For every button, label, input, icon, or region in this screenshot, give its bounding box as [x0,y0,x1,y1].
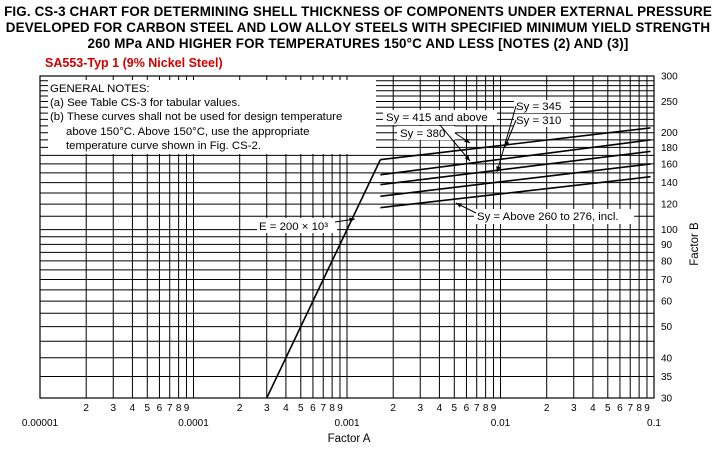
x-minor-tick-label: 9 [491,403,497,414]
y-tick-label: 160 [661,159,678,170]
plot-frame [39,75,655,399]
label-leader-lines [334,105,517,223]
curve-label-sy-260: Sy = Above 260 to 276, incl. [477,211,619,223]
x-minor-tick-label: 5 [605,403,611,414]
x-minor-tick-label: 6 [617,403,623,414]
elastic-line-label: E = 200 × 10³ [259,221,328,233]
x-minor-tick-label: 3 [571,403,577,414]
label-mask-380 [397,126,455,140]
x-minor-tick-label: 7 [167,403,173,414]
y-tick-label: 40 [661,353,673,364]
yield-curve-2 [380,150,651,186]
x-minor-tick-label: 6 [157,403,163,414]
material-subtitle: SA553-Typ 1 (9% Nickel Steel) [45,56,223,70]
yield-curve-1 [380,139,651,176]
y-tick-label: 180 [661,143,678,154]
leader-sy-345-arrow [496,166,501,172]
x-minor-tick-label: 7 [474,403,480,414]
x-minor-tick-label: 3 [110,403,116,414]
y-tick-label: 90 [661,240,673,251]
curve-label-sy-310: Sy = 310 [516,115,561,127]
x-minor-tick-label: 8 [483,403,489,414]
x-minor-tick-label: 7 [320,403,326,414]
y-tick-label: 35 [661,372,673,383]
x-minor-tick-label: 8 [329,403,335,414]
note-b-line-2: above 150°C. Above 150°C, use the approp… [66,126,309,138]
note-b-line-3: temperature curve shown in Fig. CS-2. [66,140,261,152]
leader-sy-380-arrow [464,137,470,143]
x-minor-tick-label: 2 [544,403,550,414]
y-tick-label: 60 [661,297,673,308]
x-minor-tick-label: 2 [83,403,89,414]
x-minor-tick-label: 9 [337,403,343,414]
leader-sy-415-arrow [464,155,470,161]
y-tick-labels: 300 250 200 180 160 140 120 100 90 80 70 60 50 40 35 30 [661,72,678,405]
x-minor-tick-label: 9 [184,403,190,414]
note-b-line-1: (b) These curves shall not be used for d… [50,111,342,123]
yield-curve-4 [380,175,651,209]
x-minor-tick-label: 9 [644,403,650,414]
x-minor-tick-label: 2 [390,403,396,414]
label-mask-310 [514,114,570,127]
y-tick-label: 100 [661,225,678,236]
notes-header: GENERAL NOTES: [50,83,150,95]
label-mask-415 [383,110,497,125]
leader-elastic-arrow [349,217,355,223]
yield-curve-3 [380,163,651,198]
y-tick-label: 250 [661,97,678,108]
y-tick-label: 30 [661,394,673,405]
y-tick-label: 200 [661,128,678,139]
label-mask-345 [514,100,570,113]
x-minor-tick-label: 4 [437,403,443,414]
leader-sy-260-arrow [456,203,462,208]
y-tick-label: 50 [661,322,673,333]
x-minor-tick-label: 8 [176,403,182,414]
y-tick-label: 140 [661,178,678,189]
x-minor-tick-label: 5 [298,403,304,414]
notes-box-mask [48,80,376,154]
x-minor-tick-label: 4 [130,403,136,414]
x-major-tick-label: 0.0001 [178,418,209,429]
y-tick-label: 80 [661,256,673,267]
x-major-tick-label: 0.001 [334,418,359,429]
figure-title-line-3: 260 MPa AND HIGHER FOR TEMPERATURES 150°… [87,36,629,51]
x-major-tick-label: 0.1 [647,418,661,429]
curve-label-sy-380: Sy = 380 [400,128,445,140]
x-minor-tick-label: 7 [627,403,633,414]
y-axis-label: Factor B [689,222,701,266]
leader-sy-310-arrow [504,141,510,147]
x-major-tick-label: 0.00001 [22,418,59,429]
label-mask-elastic [257,218,337,233]
curve-label-sy-345: Sy = 345 [516,101,561,113]
note-a: (a) See Table CS-3 for tabular values. [50,97,240,109]
figure-title-line-1: FIG. CS-3 CHART FOR DETERMINING SHELL TH… [4,4,712,19]
x-major-tick-labels: 0.00001 0.0001 0.001 0.01 0.1 [22,418,661,429]
x-minor-tick-label: 6 [464,403,470,414]
y-tick-label: 300 [661,72,678,83]
x-minor-tick-label: 6 [310,403,316,414]
x-axis-label: Factor A [328,433,371,445]
x-minor-tick-label: 3 [417,403,423,414]
label-mask-260 [474,209,634,224]
curve-label-sy-415: Sy = 415 and above [386,112,488,124]
x-major-tick-label: 0.01 [491,418,511,429]
x-minor-tick-label: 5 [145,403,151,414]
figure-title-line-2: DEVELOPED FOR CARBON STEEL AND LOW ALLOY… [5,20,711,35]
x-minor-tick-label: 4 [283,403,289,414]
x-minor-tick-label: 5 [452,403,458,414]
yield-curves [266,127,651,399]
leader-sy-345 [496,105,517,173]
y-tick-label: 70 [661,275,673,286]
y-tick-label: 120 [661,200,678,211]
yield-curve-0 [380,127,651,161]
x-minor-tick-label: 4 [590,403,596,414]
elastic-modulus-line [266,159,382,399]
leader-sy-415 [439,124,471,162]
x-minor-tick-label: 2 [237,403,243,414]
x-minor-tick-label: 8 [636,403,642,414]
x-minor-tick-label: 3 [264,403,270,414]
